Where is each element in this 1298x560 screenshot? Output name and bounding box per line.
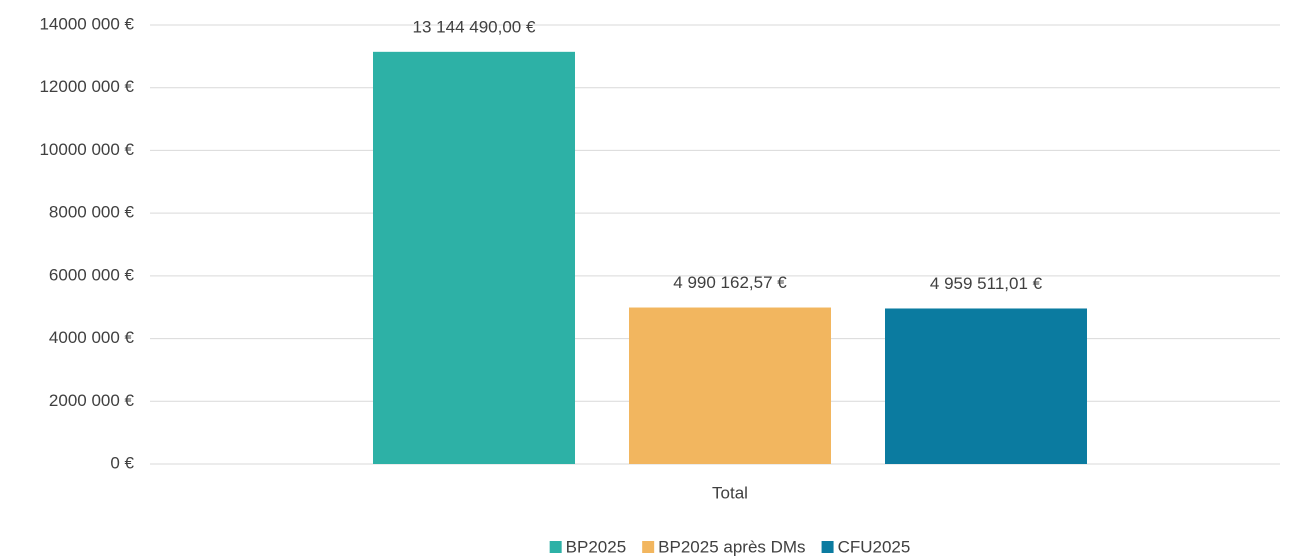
legend-swatch [821, 541, 834, 553]
y-tick-label: 10000 000 € [39, 140, 134, 159]
legend-swatch [549, 541, 562, 553]
legend-label: BP2025 après DMs [658, 537, 805, 556]
bar [629, 307, 831, 464]
y-tick-label: 4000 000 € [49, 328, 135, 347]
value-label: 4 990 162,57 € [673, 273, 787, 292]
legend-swatch [642, 541, 655, 553]
value-label: 13 144 490,00 € [413, 17, 536, 36]
y-tick-label: 14000 000 € [39, 14, 134, 33]
y-tick-label: 0 € [110, 453, 134, 472]
bar [885, 308, 1087, 464]
y-tick-label: 12000 000 € [39, 77, 134, 96]
y-tick-label: 8000 000 € [49, 203, 135, 222]
y-tick-label: 6000 000 € [49, 265, 135, 284]
legend-label: BP2025 [566, 537, 627, 556]
legend-label: CFU2025 [838, 537, 911, 556]
bar [373, 51, 575, 464]
y-tick-label: 2000 000 € [49, 391, 135, 410]
x-tick-label: Total [712, 483, 748, 502]
value-label: 4 959 511,01 € [930, 274, 1043, 293]
